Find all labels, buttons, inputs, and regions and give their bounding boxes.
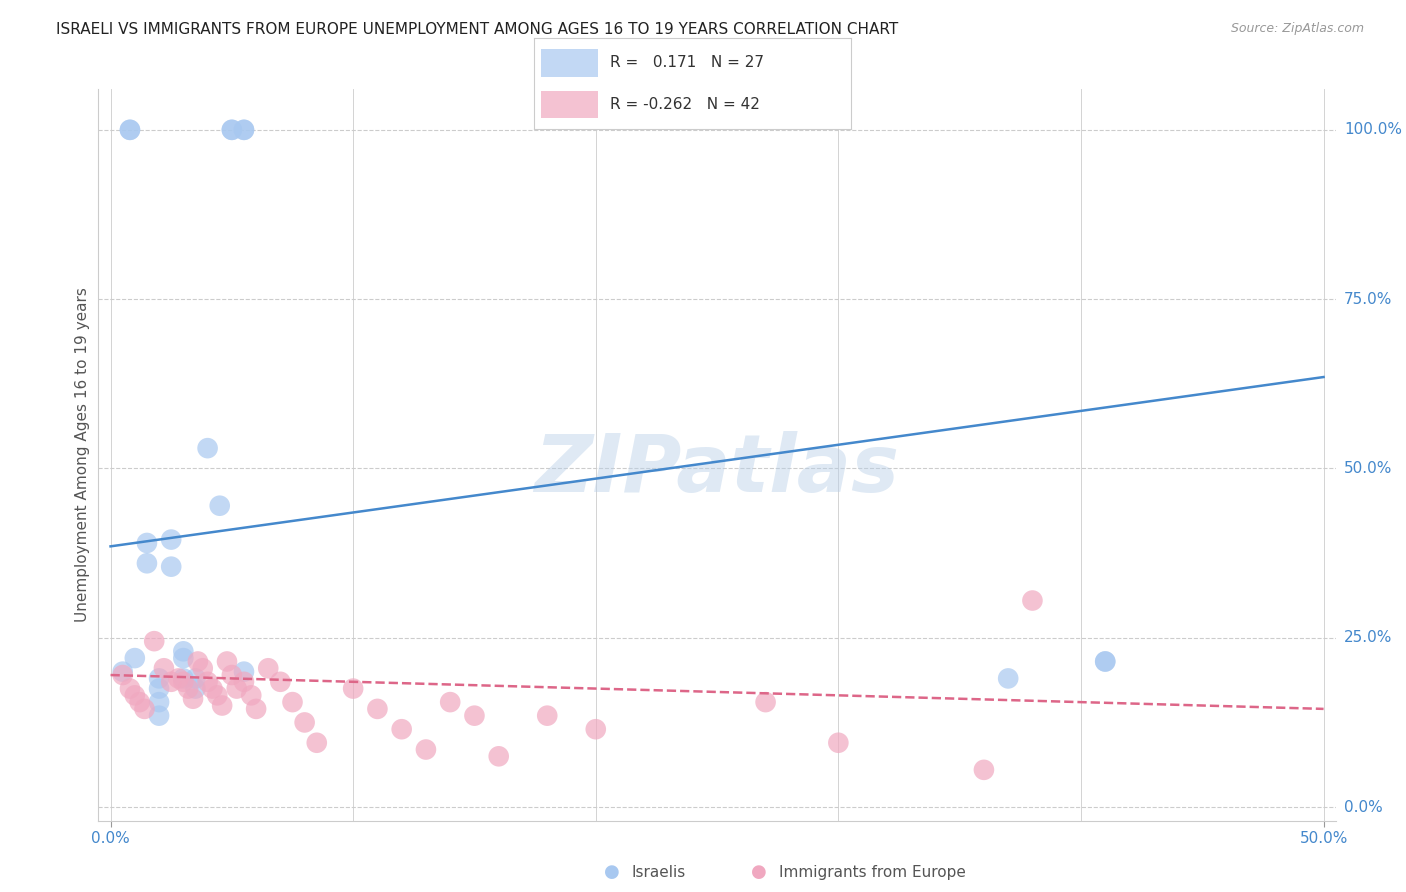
Point <box>197 674 219 689</box>
Point <box>415 742 437 756</box>
Point <box>585 723 607 737</box>
Point <box>148 672 170 686</box>
Point <box>191 661 214 675</box>
Point <box>207 689 229 703</box>
Point <box>305 736 328 750</box>
Point <box>143 634 166 648</box>
Point <box>134 702 156 716</box>
Point <box>160 559 183 574</box>
Point <box>281 695 304 709</box>
Point <box>136 556 159 570</box>
Point <box>827 736 849 750</box>
Point <box>118 681 141 696</box>
Point <box>366 702 388 716</box>
Point <box>221 668 243 682</box>
Point <box>197 441 219 455</box>
Point <box>184 672 207 686</box>
Point <box>221 123 243 137</box>
Point <box>148 695 170 709</box>
Point <box>172 674 194 689</box>
Point <box>167 672 190 686</box>
Text: Israelis: Israelis <box>631 865 686 880</box>
Point <box>755 695 778 709</box>
FancyBboxPatch shape <box>540 49 598 77</box>
Point <box>172 672 194 686</box>
Point <box>148 681 170 696</box>
Text: ISRAELI VS IMMIGRANTS FROM EUROPE UNEMPLOYMENT AMONG AGES 16 TO 19 YEARS CORRELA: ISRAELI VS IMMIGRANTS FROM EUROPE UNEMPL… <box>56 22 898 37</box>
Point <box>294 715 316 730</box>
Point <box>391 723 413 737</box>
Point <box>124 689 146 703</box>
Point <box>177 681 200 696</box>
Point <box>997 672 1019 686</box>
Point <box>187 655 209 669</box>
Point <box>118 123 141 137</box>
FancyBboxPatch shape <box>540 91 598 119</box>
Point <box>233 123 256 137</box>
Point <box>233 123 256 137</box>
Text: 50.0%: 50.0% <box>1344 461 1392 476</box>
Text: ●: ● <box>603 863 620 881</box>
Point <box>536 708 558 723</box>
Point <box>111 668 134 682</box>
Point <box>215 655 238 669</box>
Point <box>221 123 243 137</box>
Point <box>257 661 280 675</box>
Text: 100.0%: 100.0% <box>1344 122 1402 137</box>
Text: Source: ZipAtlas.com: Source: ZipAtlas.com <box>1230 22 1364 36</box>
Point <box>148 708 170 723</box>
Point <box>111 665 134 679</box>
Text: 75.0%: 75.0% <box>1344 292 1392 307</box>
Point <box>136 536 159 550</box>
Point <box>973 763 995 777</box>
Point <box>160 674 183 689</box>
Point <box>153 661 176 675</box>
Point <box>225 681 247 696</box>
Point <box>184 681 207 696</box>
Y-axis label: Unemployment Among Ages 16 to 19 years: Unemployment Among Ages 16 to 19 years <box>75 287 90 623</box>
Point <box>439 695 461 709</box>
Point <box>1094 655 1116 669</box>
Point <box>181 691 204 706</box>
Point <box>160 533 183 547</box>
Text: R =   0.171   N = 27: R = 0.171 N = 27 <box>610 55 765 70</box>
Point <box>172 644 194 658</box>
Point <box>463 708 485 723</box>
Point <box>201 681 224 696</box>
Point <box>1021 593 1043 607</box>
Point <box>211 698 233 713</box>
Text: ●: ● <box>751 863 768 881</box>
Point <box>269 674 291 689</box>
Point <box>245 702 267 716</box>
Text: 0.0%: 0.0% <box>1344 799 1382 814</box>
Point <box>342 681 364 696</box>
Text: R = -0.262   N = 42: R = -0.262 N = 42 <box>610 97 761 112</box>
Point <box>128 695 150 709</box>
Point <box>124 651 146 665</box>
Point <box>233 674 256 689</box>
Point <box>1094 655 1116 669</box>
Point <box>172 651 194 665</box>
Text: ZIPatlas: ZIPatlas <box>534 431 900 508</box>
Point <box>488 749 510 764</box>
Point <box>208 499 231 513</box>
Point <box>233 665 256 679</box>
Point <box>240 689 263 703</box>
Text: 25.0%: 25.0% <box>1344 631 1392 645</box>
Point <box>118 123 141 137</box>
Text: Immigrants from Europe: Immigrants from Europe <box>779 865 966 880</box>
